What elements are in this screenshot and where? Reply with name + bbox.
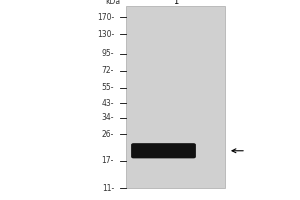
Text: 34-: 34- xyxy=(101,113,114,122)
Text: 55-: 55- xyxy=(101,83,114,92)
Text: 11-: 11- xyxy=(102,184,114,193)
FancyBboxPatch shape xyxy=(131,143,196,158)
Text: 26-: 26- xyxy=(102,130,114,139)
Text: 17-: 17- xyxy=(102,156,114,165)
Text: 43-: 43- xyxy=(101,99,114,108)
Bar xyxy=(126,6,225,188)
Text: 95-: 95- xyxy=(101,49,114,58)
Text: 170-: 170- xyxy=(97,13,114,22)
Text: 72-: 72- xyxy=(102,66,114,75)
Text: 1: 1 xyxy=(173,0,178,6)
Text: kDa: kDa xyxy=(105,0,120,6)
Text: 130-: 130- xyxy=(97,30,114,39)
